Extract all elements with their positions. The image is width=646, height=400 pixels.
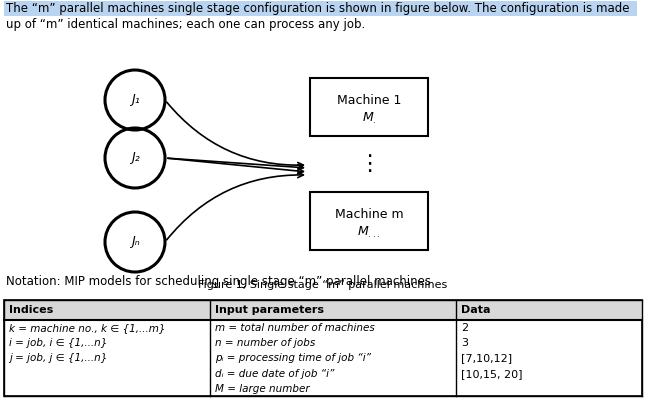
Text: 2
3
[7,10,12]
[10,15, 20]: 2 3 [7,10,12] [10,15, 20] — [461, 323, 523, 378]
Bar — [4, 300, 642, 396]
FancyArrowPatch shape — [168, 158, 304, 170]
Text: Notation: MIP models for scheduling single stage “m” parallel machines: Notation: MIP models for scheduling sing… — [6, 275, 431, 288]
Bar — [310, 78, 428, 136]
Text: Machine m: Machine m — [335, 208, 403, 220]
FancyArrowPatch shape — [167, 172, 304, 240]
Text: The “m” parallel machines single stage configuration is shown in figure below. T: The “m” parallel machines single stage c… — [6, 2, 629, 15]
FancyArrowPatch shape — [167, 102, 304, 168]
FancyBboxPatch shape — [4, 1, 637, 16]
Text: Jₙ: Jₙ — [130, 236, 140, 248]
Text: Data: Data — [461, 305, 490, 315]
Text: $M_{...}$: $M_{...}$ — [357, 225, 380, 240]
Text: k = machine no., k ∈ {1,...m}
i = job, i ∈ {1,...n}
j = job, j ∈ {1,...n}: k = machine no., k ∈ {1,...m} i = job, i… — [9, 323, 165, 363]
Text: up of “m” identical machines; each one can process any job.: up of “m” identical machines; each one c… — [6, 18, 365, 31]
Text: J₁: J₁ — [130, 94, 140, 106]
FancyArrowPatch shape — [168, 158, 304, 174]
Text: J₂: J₂ — [130, 152, 140, 164]
Text: Machine 1: Machine 1 — [337, 94, 401, 106]
Text: ⋮: ⋮ — [358, 154, 380, 174]
Text: $M_.$: $M_.$ — [362, 111, 376, 126]
Text: Input parameters: Input parameters — [215, 305, 324, 315]
Bar — [4, 300, 642, 320]
Bar — [310, 192, 428, 250]
Text: Figure 1, Single stage “m” parallel machines: Figure 1, Single stage “m” parallel mach… — [198, 280, 448, 290]
Text: Indices: Indices — [9, 305, 53, 315]
Text: m = total number of machines
n = number of jobs
pᵢ = processing time of job “i”
: m = total number of machines n = number … — [215, 323, 375, 394]
